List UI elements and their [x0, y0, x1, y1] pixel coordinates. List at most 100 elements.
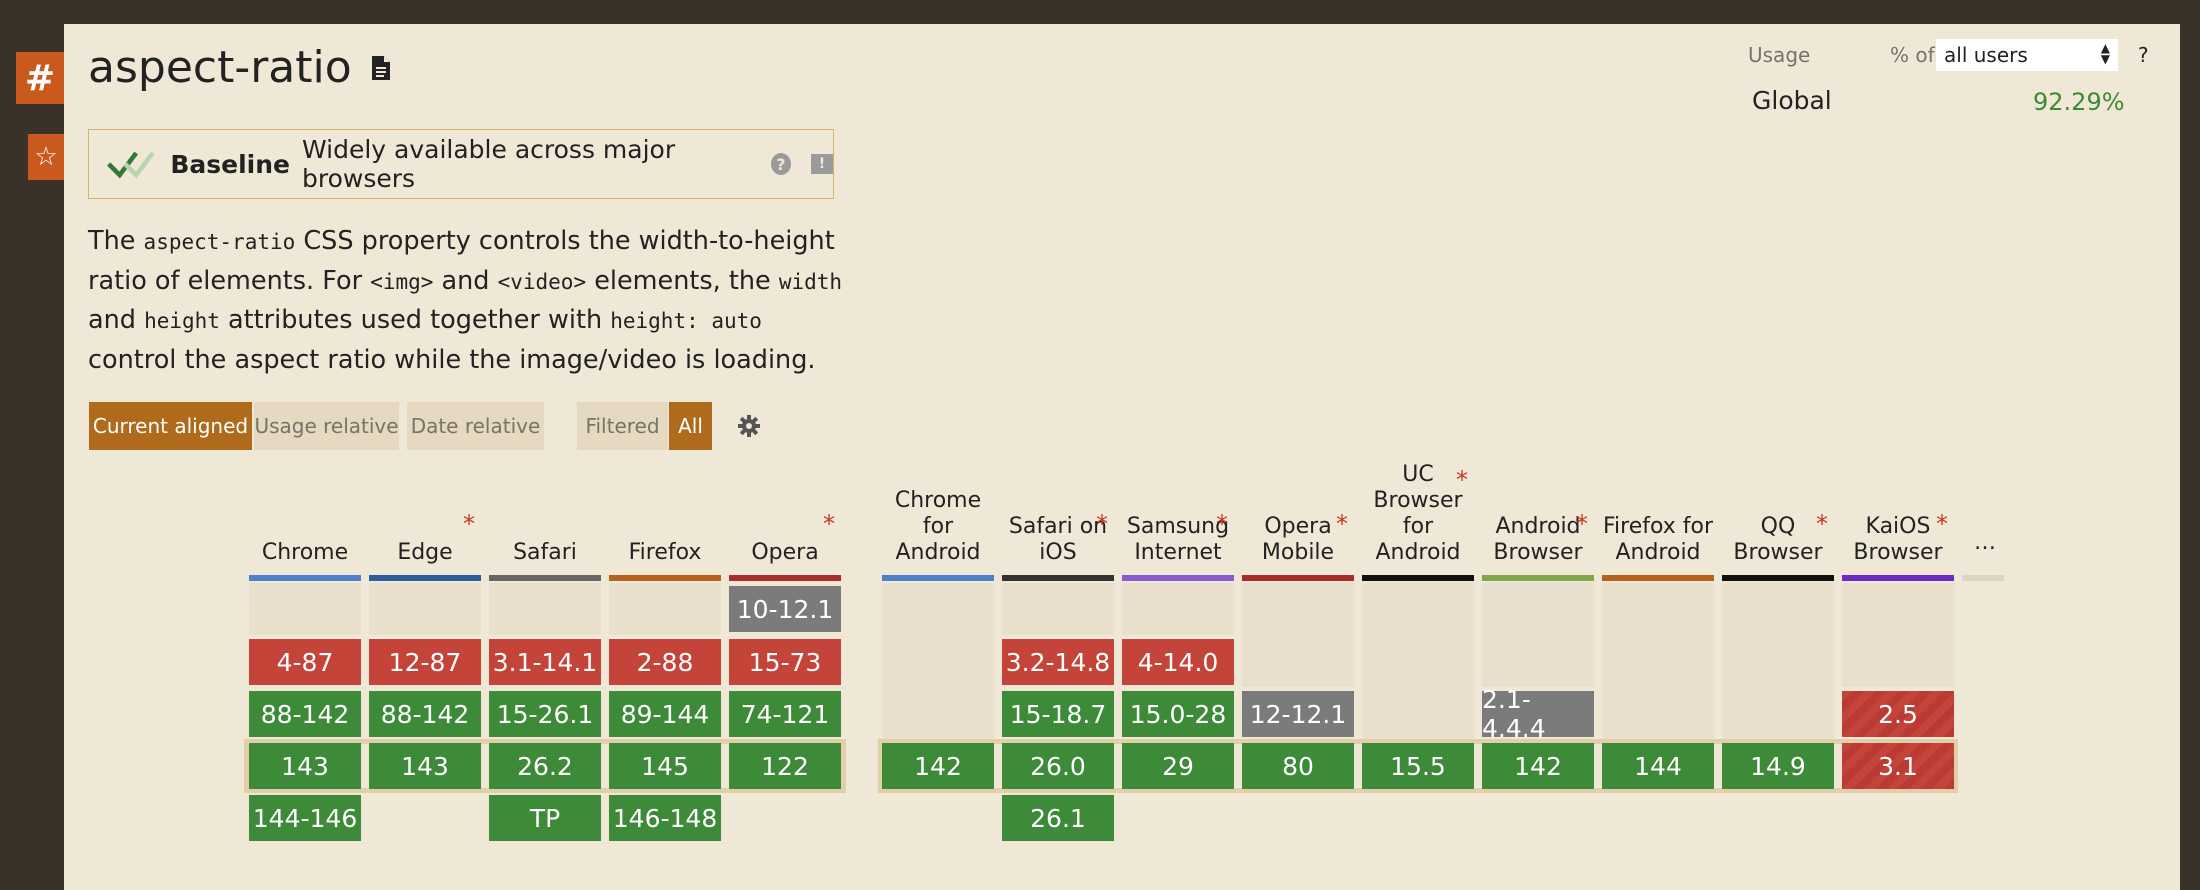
notes-asterisk-icon[interactable]: * — [1336, 510, 1348, 538]
version-cell[interactable]: 74-121 — [729, 691, 841, 737]
browser-color-bar — [1482, 575, 1594, 581]
browser-header-safari-on-ios: Safari on iOS — [1008, 514, 1108, 565]
document-icon[interactable] — [370, 55, 392, 81]
help-icon[interactable]: ? — [770, 153, 791, 175]
desc-text: and — [433, 265, 498, 296]
no-data-area — [1122, 583, 1234, 635]
browser-color-bar — [369, 575, 481, 581]
browser-color-bar — [729, 575, 841, 581]
current-version-row — [878, 739, 1958, 793]
version-cell[interactable]: 2.5 — [1842, 691, 1954, 737]
page-title: aspect-ratio — [88, 42, 392, 93]
version-cell[interactable]: 14.9 — [1722, 743, 1834, 789]
star-icon[interactable]: ☆ — [28, 134, 64, 180]
notes-asterisk-icon[interactable]: * — [1936, 510, 1948, 538]
version-cell[interactable]: 26.0 — [1002, 743, 1114, 789]
notes-asterisk-icon[interactable]: * — [463, 510, 475, 538]
version-cell[interactable]: 15.0-28 — [1122, 691, 1234, 737]
browser-color-bar — [1122, 575, 1234, 581]
version-cell[interactable]: 29 — [1122, 743, 1234, 789]
version-cell[interactable]: 26.2 — [489, 743, 601, 789]
version-cell[interactable]: 12-12.1 — [1242, 691, 1354, 737]
desc-code: height: auto — [610, 309, 762, 333]
desc-code: height — [144, 309, 220, 333]
version-cell[interactable]: 3.1 — [1842, 743, 1954, 789]
tab-all[interactable]: All — [669, 402, 712, 450]
feature-title: aspect-ratio — [88, 42, 352, 93]
no-data-area — [1842, 583, 1954, 687]
browser-color-bar — [1002, 575, 1114, 581]
version-cell[interactable]: 146-148 — [609, 795, 721, 841]
tab-usage-relative[interactable]: Usage relative — [254, 402, 399, 450]
usage-help-link[interactable]: ? — [2138, 43, 2149, 67]
anchor-hash-tab[interactable]: # — [16, 52, 64, 104]
notes-asterisk-icon[interactable]: * — [1096, 510, 1108, 538]
version-cell[interactable]: 143 — [369, 743, 481, 789]
version-cell[interactable]: 15.5 — [1362, 743, 1474, 789]
version-cell[interactable]: 15-18.7 — [1002, 691, 1114, 737]
select-arrows-icon: ▲ ▼ — [2100, 41, 2110, 66]
baseline-label: Baseline — [170, 149, 290, 179]
baseline-banner: Baseline Widely available across major b… — [88, 129, 834, 199]
gear-icon[interactable] — [737, 414, 761, 438]
version-cell[interactable]: 2-88 — [609, 639, 721, 685]
percent-of-label: % of — [1890, 43, 1935, 67]
version-cell[interactable]: 143 — [249, 743, 361, 789]
version-cell[interactable]: 15-26.1 — [489, 691, 601, 737]
browser-color-bar — [489, 575, 601, 581]
version-cell[interactable]: 3.1-14.1 — [489, 639, 601, 685]
browser-header-chrome-for-android: Chrome for Android — [894, 488, 982, 565]
no-data-area — [1722, 583, 1834, 739]
desc-text: control the aspect ratio while the image… — [88, 344, 816, 375]
version-cell[interactable]: 15-73 — [729, 639, 841, 685]
version-cell[interactable]: 3.2-14.8 — [1002, 639, 1114, 685]
browser-header-safari: Safari — [513, 540, 577, 565]
more-browsers-button[interactable]: … — [1974, 530, 1996, 555]
version-cell[interactable]: 88-142 — [249, 691, 361, 737]
no-data-area — [1002, 583, 1114, 635]
desc-text: attributes used together with — [219, 305, 611, 335]
desc-text: elements, the — [586, 265, 779, 296]
browser-color-bar — [882, 575, 994, 581]
tab-current-aligned[interactable]: Current aligned — [89, 402, 252, 450]
usage-scope-select[interactable]: all users ▲ ▼ — [1936, 39, 2118, 71]
notes-asterisk-icon[interactable]: * — [1216, 510, 1228, 538]
no-data-area — [1242, 583, 1354, 687]
version-cell[interactable]: 122 — [729, 743, 841, 789]
version-cell[interactable]: 88-142 — [369, 691, 481, 737]
version-cell[interactable]: 26.1 — [1002, 795, 1114, 841]
version-cell[interactable]: 144 — [1602, 743, 1714, 789]
notes-asterisk-icon[interactable]: * — [1456, 466, 1468, 494]
notes-asterisk-icon[interactable]: * — [1816, 510, 1828, 538]
version-cell[interactable]: 4-14.0 — [1122, 639, 1234, 685]
desc-code: aspect-ratio — [143, 230, 296, 254]
version-cell[interactable]: 2.1-4.4.4 — [1482, 685, 1594, 743]
browser-header-android-browser: Android Browser — [1493, 514, 1583, 565]
notes-asterisk-icon[interactable]: * — [1576, 510, 1588, 538]
tab-date-relative[interactable]: Date relative — [407, 402, 544, 450]
desc-code: <img> — [370, 269, 434, 294]
version-cell[interactable]: 145 — [609, 743, 721, 789]
version-cell[interactable]: 10-12.1 — [729, 586, 841, 632]
version-cell[interactable]: 89-144 — [609, 691, 721, 737]
version-cell[interactable]: 142 — [882, 743, 994, 789]
no-data-area — [1602, 583, 1714, 739]
feedback-icon[interactable]: ! — [811, 154, 833, 174]
browser-color-bar — [1242, 575, 1354, 581]
browser-header-qq-browser: QQ Browser — [1733, 514, 1823, 565]
tab-filtered[interactable]: Filtered — [577, 402, 668, 450]
current-version-row — [244, 739, 846, 793]
browser-header-samsung-internet: Samsung Internet — [1126, 514, 1230, 565]
version-cell[interactable]: 12-87 — [369, 639, 481, 685]
version-cell[interactable]: 142 — [1482, 743, 1594, 789]
browser-header-edge: Edge — [397, 540, 453, 565]
no-data-area — [882, 583, 994, 739]
version-cell[interactable]: 4-87 — [249, 639, 361, 685]
browser-color-bar — [1602, 575, 1714, 581]
desc-text: The — [88, 226, 144, 256]
notes-asterisk-icon[interactable]: * — [823, 510, 835, 538]
version-cell[interactable]: TP — [489, 795, 601, 841]
version-cell[interactable]: 144-146 — [249, 795, 361, 841]
version-cell[interactable]: 80 — [1242, 743, 1354, 789]
no-data-area — [489, 583, 601, 635]
